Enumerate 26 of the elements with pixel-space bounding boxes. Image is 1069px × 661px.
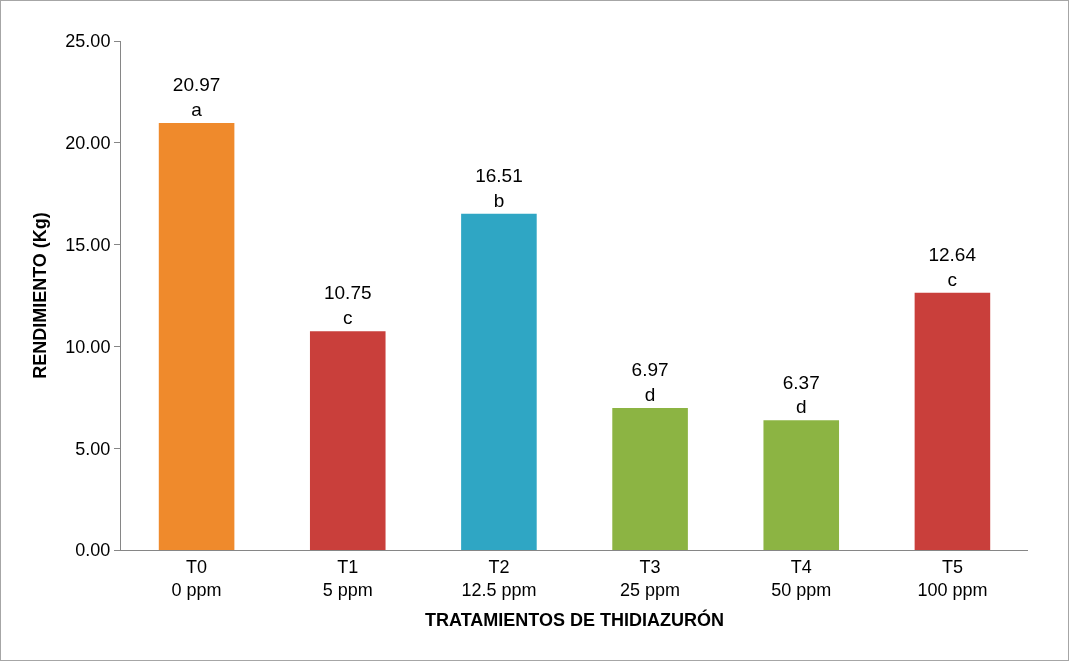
data-label: 16.51 b: [475, 165, 523, 211]
x-tick-label: T1 5 ppm: [322, 556, 373, 600]
bar: [914, 292, 991, 550]
y-tick-label: 10.00: [65, 336, 111, 357]
y-tick-label: 5.00: [75, 438, 111, 459]
x-tick-label: T2 12.5 ppm: [461, 556, 537, 600]
bar: [461, 213, 537, 550]
x-tick-label: T5 100 ppm: [917, 556, 988, 600]
bar: [158, 123, 235, 550]
data-label: 6.37 d: [782, 371, 820, 418]
bar: [612, 408, 688, 550]
y-axis-title: RENDIMIENTO (Kg): [29, 212, 50, 379]
x-tick-label: T3 25 ppm: [620, 556, 681, 600]
data-label: 12.64 c: [928, 243, 977, 290]
data-label: 20.97 a: [172, 74, 221, 121]
y-tick-label: 20.00: [65, 133, 111, 154]
bar: [763, 420, 840, 550]
data-label: 6.97 d: [631, 359, 669, 406]
data-label: 10.75 c: [323, 282, 372, 329]
y-tick-label: 25.00: [65, 31, 111, 52]
x-tick-label: T0 0 ppm: [171, 556, 222, 600]
x-tick-label: T4 50 ppm: [771, 556, 832, 600]
x-axis-title: TRATAMIENTOS DE THIDIAZURÓN: [425, 609, 724, 631]
y-tick-label: 15.00: [65, 234, 111, 255]
bar: [309, 331, 386, 550]
y-tick-label: 0.00: [75, 540, 111, 561]
